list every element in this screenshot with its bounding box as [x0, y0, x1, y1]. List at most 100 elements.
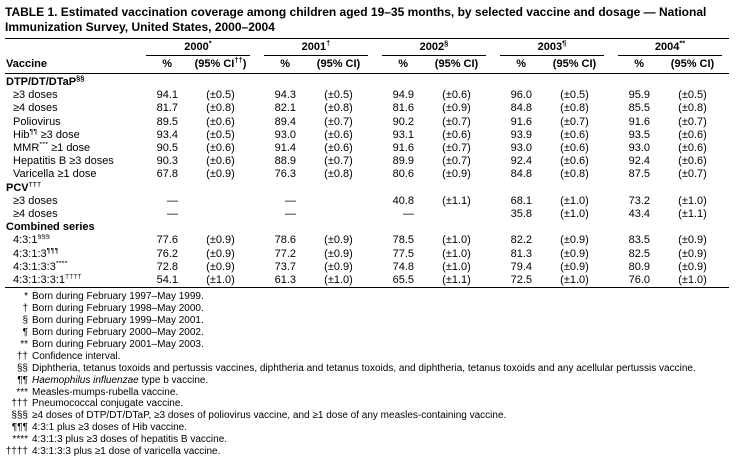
ci-value: (±0.9) [560, 247, 589, 260]
ci-value [420, 208, 493, 221]
footnote-text: Diphtheria, tetanus toxoids and pertussi… [32, 362, 696, 374]
ci-value: (±1.0) [678, 274, 707, 287]
table-row: ≥3 doses 94.1 (±0.5) 94.3 (±0.5) 94.9 (±0.6) 96… [5, 89, 729, 102]
table-row: ≥4 doses — — — 35.8 (±1.0) 43.4 (±1.1) [5, 208, 729, 221]
ci-value: (±0.6) [560, 142, 589, 155]
ci-value: (±1.0) [442, 260, 471, 273]
percent-value: 76.0 [628, 274, 650, 287]
text-segment: Haemophilus influenzae [32, 374, 139, 386]
footnote: **** 4:3:1:3 plus ≥3 doses of hepatitis B… [5, 434, 729, 446]
vaccine-label: 4:3:1:3¶¶¶ [5, 248, 139, 261]
percent-value: 78.6 [274, 234, 296, 247]
superscript-marker: * [208, 38, 212, 48]
ci-value: (±0.5) [206, 128, 235, 141]
ci-value: (±0.6) [678, 142, 707, 155]
superscript-marker: ¶ [562, 38, 567, 48]
year-label: 2000* [146, 38, 250, 56]
table-number: TABLE 1. [5, 5, 58, 19]
footnote: § Born during February 1999–May 2001. [5, 315, 729, 327]
ci-value: (±0.6) [206, 115, 235, 128]
percent-value: 95.9 [628, 89, 650, 102]
percent-value: 90.5 [156, 142, 178, 155]
percent-value: 67.8 [156, 168, 178, 181]
ci-value: (±1.1) [442, 194, 471, 207]
year-header-row: 2000* 2001† 2002§ 2003¶ 2004** [5, 38, 729, 56]
table-caption: Estimated vaccination coverage among chi… [5, 5, 707, 34]
section-header: Combined series [6, 221, 95, 234]
text-segment: PCV [6, 181, 29, 194]
table-body: DTP/DT/DTaP§§ ≥3 doses 94.1 (±0.5) 94.3 (±0.5… [5, 74, 729, 288]
ci-value: (±1.0) [560, 274, 589, 287]
superscript-marker: §§§ [37, 234, 50, 241]
footnote-text: 4:3:1:3:3 plus ≥1 dose of varicella vacc… [32, 446, 221, 458]
percent-value: 81.7 [156, 102, 178, 115]
percent-value: 73.2 [628, 194, 650, 207]
footnote-marker: †††† [5, 446, 28, 458]
ci-value: (±0.7) [442, 142, 471, 155]
table-row: 4:3:1:3¶¶¶ 76.2 (±0.9) 77.2 (±0.9) 77.5 (±1.0)… [5, 248, 729, 261]
vaccine-label: Hib¶¶ ≥3 dose [5, 129, 139, 142]
text-segment: MMR [13, 142, 40, 155]
vaccine-label: ≥4 doses [13, 208, 58, 221]
footnote-marker: * [24, 291, 28, 303]
percent-value: — [167, 194, 178, 207]
ci-value: (±0.7) [442, 155, 471, 168]
table-row: ≥3 doses — — 40.8 (±1.1) 68.1 (±1.0) 73.2 (±1.0) [5, 195, 729, 208]
year-label: 2004** [618, 39, 723, 56]
percent-value: 79.4 [510, 260, 532, 273]
percent-value: 88.9 [274, 155, 296, 168]
footnote-marker: †† [16, 350, 28, 362]
footnote-marker: *** [16, 386, 28, 398]
ci-value: (±1.0) [324, 274, 353, 287]
superscript-marker: †† [234, 55, 243, 65]
footnote-marker: † [22, 303, 28, 315]
vaccine-label: ≥3 doses [13, 194, 58, 207]
ci-value: (±0.6) [442, 128, 471, 141]
percent-value: 94.3 [274, 89, 296, 102]
section-header: DTP/DT/DTaP§§ [5, 74, 729, 90]
percent-value: 82.5 [628, 247, 650, 260]
text-segment: type b vaccine. [138, 374, 209, 386]
footnote-marker: ** [20, 338, 28, 350]
footnote-text: Born during February 2000–May 2002. [32, 326, 204, 338]
ci-value: (±0.8) [206, 102, 235, 115]
year-group-header: 2003¶ [493, 38, 611, 56]
text-segment: ≥3 dose [37, 128, 80, 141]
footnote-text: Born during February 1997–May 1999. [32, 291, 204, 303]
ci-value: (±0.6) [206, 142, 235, 155]
table-row: Varicella ≥1 dose 67.8 (±0.9) 76.3 (±0.8) 80.… [5, 168, 729, 181]
superscript-marker: *** [39, 142, 49, 149]
text-segment: 4:3:1:3:3 [13, 260, 56, 273]
vaccination-coverage-table: 2000* 2001† 2002§ 2003¶ 2004** Vaccine% (95% C… [5, 38, 730, 289]
ci-value [184, 195, 257, 208]
percent-value: 93.0 [274, 128, 296, 141]
ci-value: (±0.5) [560, 89, 589, 102]
ci-value: (±0.9) [678, 247, 707, 260]
ci-value: (±0.6) [206, 155, 235, 168]
percent-value: 76.2 [156, 247, 178, 260]
ci-value: (±0.9) [560, 260, 589, 273]
footnote-marker: ††† [11, 398, 28, 410]
percent-value: 85.5 [628, 102, 650, 115]
ci-column-header: (95% CI) [538, 56, 611, 74]
footnote: † Born during February 1998–May 2000. [5, 303, 729, 315]
footnote-text: Measles-mumps-rubella vaccine. [32, 386, 179, 398]
ci-value: (±1.0) [678, 194, 707, 207]
footnote-marker: ¶ [22, 326, 28, 338]
ci-value: (±0.9) [206, 168, 235, 181]
ci-value: (±0.9) [324, 247, 353, 260]
percent-value: 84.8 [510, 102, 532, 115]
percent-value: 77.5 [392, 247, 414, 260]
percent-value: 74.8 [392, 260, 414, 273]
percent-column-header: % [493, 56, 538, 74]
table-row: 4:3:1:3:3:1†††† 54.1 (±1.0) 61.3 (±1.0) 65.5 (… [5, 274, 729, 288]
year-group-header: 2002§ [375, 39, 493, 56]
ci-value: (±0.8) [560, 168, 589, 181]
ci-value [184, 208, 257, 221]
table-row: 4:3:1§§§ 77.6 (±0.9) 78.6 (±0.9) 78.5 (±1.0) 82… [5, 234, 729, 247]
vaccine-label: Varicella ≥1 dose [13, 168, 97, 181]
footnote-marker: **** [12, 434, 28, 446]
ci-value: (±0.5) [324, 89, 353, 102]
year-group-header: 2000* [139, 38, 257, 56]
ci-value: (±0.8) [560, 102, 589, 115]
